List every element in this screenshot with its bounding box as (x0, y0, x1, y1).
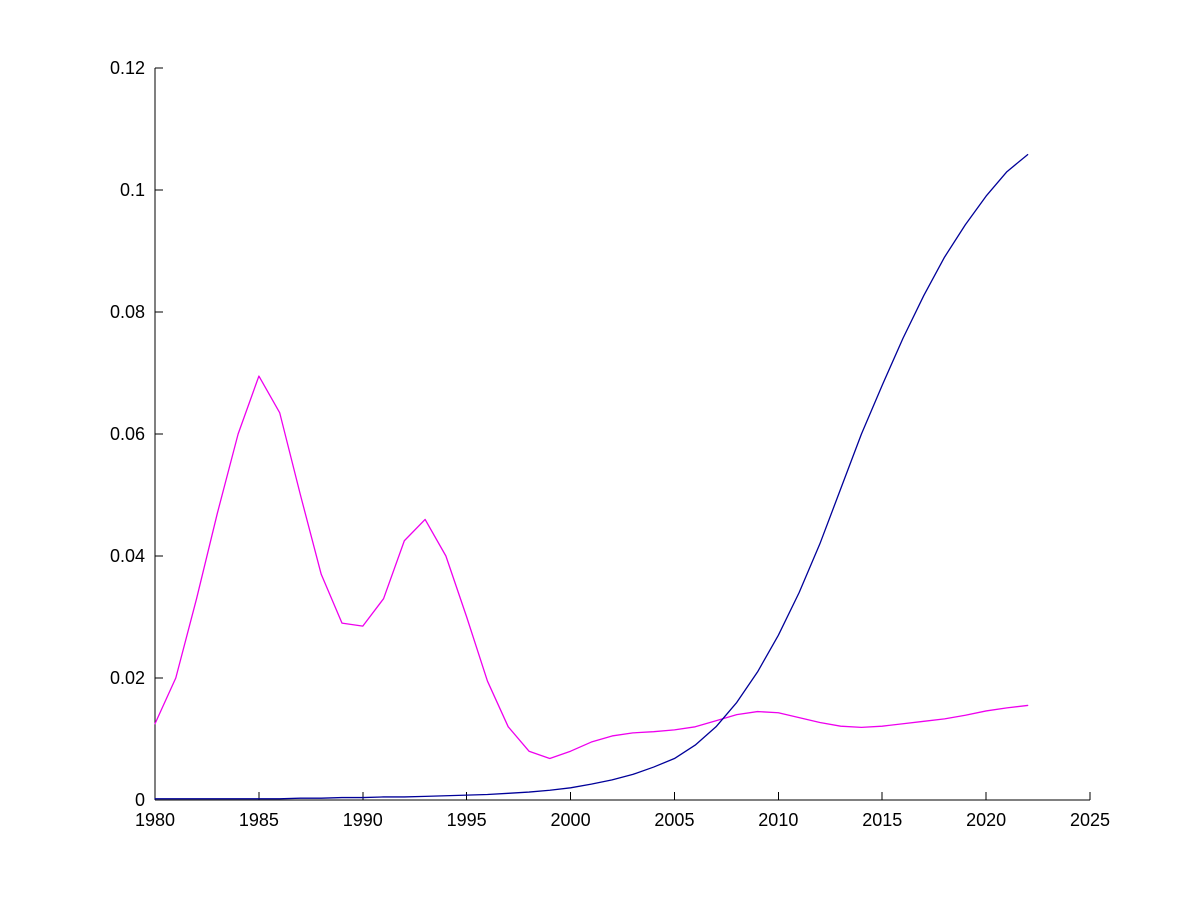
x-tick-label: 2025 (1070, 810, 1110, 830)
x-tick-label: 2010 (758, 810, 798, 830)
magenta-series-line (154, 375, 1029, 760)
x-tick-label: 2015 (862, 810, 902, 830)
x-tick-label: 1980 (135, 810, 175, 830)
x-tick-label: 1990 (343, 810, 383, 830)
x-tick-label: 2005 (654, 810, 694, 830)
x-tick-label: 1995 (447, 810, 487, 830)
y-tick-label: 0.02 (110, 668, 145, 688)
y-tick-label: 0.06 (110, 424, 145, 444)
y-tick-label: 0 (135, 790, 145, 810)
y-tick-label: 0.04 (110, 546, 145, 566)
y-tick-label: 0.12 (110, 58, 145, 78)
y-tick-label: 0.08 (110, 302, 145, 322)
x-tick-label: 1985 (239, 810, 279, 830)
x-tick-label: 2020 (966, 810, 1006, 830)
y-tick-label: 0.1 (120, 180, 145, 200)
blue-series-line (154, 153, 1029, 800)
x-tick-label: 2000 (551, 810, 591, 830)
